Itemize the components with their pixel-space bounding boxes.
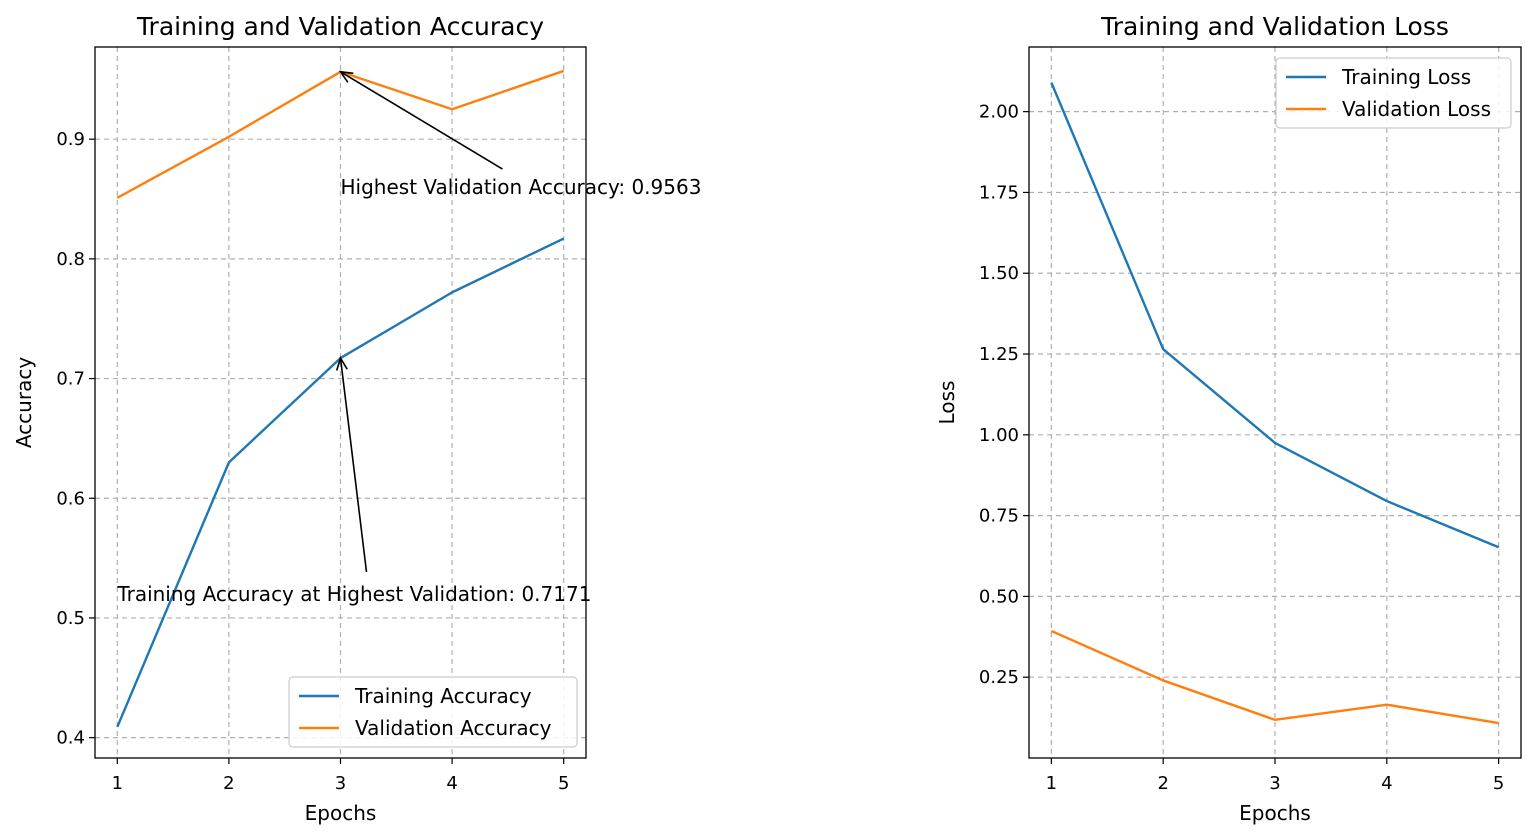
series-line-validation-loss — [1050, 629, 1499, 725]
y-tick-label: 1.50 — [979, 263, 1019, 284]
x-tick-label: 1 — [112, 773, 123, 794]
legend-label: Validation Accuracy — [355, 716, 552, 740]
chart-title: Training and Validation Loss — [1100, 12, 1449, 41]
y-tick-label: 2.00 — [979, 102, 1019, 123]
y-tick-label: 0.6 — [56, 488, 85, 509]
legend-label: Training Accuracy — [354, 684, 532, 708]
y-axis-label: Loss — [935, 381, 959, 425]
annotation-arrow — [340, 71, 503, 170]
x-tick-label: 5 — [558, 773, 569, 794]
legend-label: Training Loss — [1341, 65, 1471, 89]
x-tick-label: 4 — [1381, 773, 1392, 794]
annotation-text: Highest Validation Accuracy: 0.9563 — [341, 175, 702, 199]
y-tick-label: 0.8 — [56, 249, 85, 270]
x-axis-label: Epochs — [305, 801, 377, 825]
y-tick-label: 0.75 — [979, 506, 1019, 527]
legend-box — [1275, 57, 1512, 129]
y-tick-label: 0.5 — [56, 608, 85, 629]
annotation-arrow — [339, 357, 368, 573]
series-line-training-loss — [1050, 82, 1500, 549]
legend-label: Validation Loss — [1342, 97, 1491, 121]
x-tick-label: 3 — [335, 773, 346, 794]
x-axis-label: Epochs — [1239, 801, 1311, 825]
y-tick-label: 0.25 — [979, 667, 1019, 688]
x-tick-label: 2 — [223, 773, 234, 794]
y-tick-label: 0.9 — [56, 129, 85, 150]
annotation-arrowhead — [335, 356, 348, 371]
annotation-text: Training Accuracy at Highest Validation:… — [116, 582, 591, 606]
x-tick-label: 5 — [1493, 773, 1504, 794]
annotation-arrowhead — [338, 70, 354, 83]
y-tick-label: 1.00 — [979, 425, 1019, 446]
y-tick-label: 0.4 — [56, 728, 85, 749]
y-tick-label: 0.50 — [979, 586, 1019, 607]
y-tick-label: 1.75 — [979, 182, 1019, 203]
chart-title: Training and Validation Accuracy — [136, 12, 544, 41]
accuracy-chart: 1 2 3 4 5 0.4 0.5 0.6 0.7 0.8 0.9 Training and Vali… — [12, 12, 701, 825]
x-tick-label: 4 — [446, 773, 457, 794]
y-tick-label: 0.7 — [56, 369, 85, 390]
legend-box — [288, 676, 578, 748]
x-tick-label: 3 — [1269, 773, 1280, 794]
loss-chart: 1 2 3 4 5 0.25 0.50 0.75 1.00 1.25 1.50 1.75 2.00 Tra… — [935, 12, 1522, 825]
x-tick-label: 1 — [1046, 773, 1057, 794]
y-tick-label: 1.25 — [979, 344, 1019, 365]
y-axis-label: Accuracy — [12, 357, 36, 448]
x-tick-label: 2 — [1157, 773, 1168, 794]
